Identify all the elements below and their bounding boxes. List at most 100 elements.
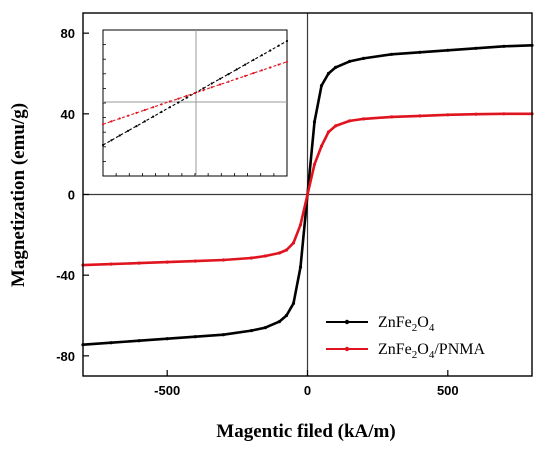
data-point-1-6 xyxy=(249,256,253,260)
data-point-1-9 xyxy=(284,248,289,252)
inset-point-1-10 xyxy=(185,94,188,97)
inset-frame xyxy=(102,29,288,177)
inset-point-1-0 xyxy=(101,123,105,126)
inset-point-0-8 xyxy=(168,106,171,109)
inset-point-0-6 xyxy=(152,115,155,118)
data-point-1-12 xyxy=(305,192,310,197)
inset-point-1-14 xyxy=(219,83,222,86)
inset-point-1-15 xyxy=(227,80,230,83)
y-tick-label-4: 80 xyxy=(61,26,75,41)
data-point-0-23 xyxy=(502,44,506,48)
inset-point-1-18 xyxy=(252,72,255,75)
inset-point-0-7 xyxy=(160,110,163,113)
data-point-0-13 xyxy=(312,120,317,124)
data-point-1-5 xyxy=(221,258,225,262)
data-point-1-2 xyxy=(137,261,141,265)
data-point-0-21 xyxy=(446,48,450,52)
data-point-1-20 xyxy=(418,114,422,118)
inset-point-1-21 xyxy=(277,63,280,66)
inset-point-0-10 xyxy=(185,96,188,99)
data-point-1-11 xyxy=(298,223,303,227)
inset-point-1-7 xyxy=(160,103,163,106)
inset-point-0-22 xyxy=(285,39,289,43)
legend-label-1: ZnFe2O4/PNMA xyxy=(378,341,485,361)
data-point-0-14 xyxy=(319,84,324,88)
data-point-0-5 xyxy=(221,333,225,337)
x-tick-label-2: 500 xyxy=(437,383,459,398)
inset-point-0-13 xyxy=(210,82,213,85)
inset-point-1-1 xyxy=(110,120,113,123)
inset-point-1-5 xyxy=(143,108,146,112)
inset-point-0-5 xyxy=(143,120,146,123)
inset-point-0-16 xyxy=(235,68,238,71)
y-tick-label-1: -40 xyxy=(56,268,75,283)
inset-plot xyxy=(101,29,289,177)
inset-point-0-3 xyxy=(127,129,130,132)
data-point-0-4 xyxy=(193,335,197,339)
data-point-0-19 xyxy=(390,52,394,56)
data-point-1-7 xyxy=(263,254,267,258)
main-plot: -500 0 500 -80 -40 0 40 80 xyxy=(56,12,534,398)
legend-marker-1 xyxy=(344,346,350,352)
inset-point-1-3 xyxy=(127,114,130,117)
x-axis-label: Magentic filed (kA/m) xyxy=(216,421,395,442)
data-point-0-15 xyxy=(326,71,331,76)
x-tick-label-0: -500 xyxy=(154,383,180,398)
data-point-1-8 xyxy=(277,251,281,255)
inset-point-0-15 xyxy=(227,73,230,76)
inset-point-0-20 xyxy=(269,49,272,52)
inset-point-1-8 xyxy=(168,100,171,103)
inset-point-0-19 xyxy=(260,54,263,57)
inset-point-0-1 xyxy=(110,139,113,142)
y-tick-label-3: 40 xyxy=(61,107,75,122)
data-point-0-22 xyxy=(474,46,478,50)
inset-point-0-21 xyxy=(277,44,280,47)
inset-point-1-11 xyxy=(193,91,197,95)
data-point-0-8 xyxy=(277,320,281,324)
data-point-0-1 xyxy=(109,341,113,345)
data-point-1-3 xyxy=(165,260,169,264)
inset-point-1-17 xyxy=(244,74,247,78)
inset-point-1-20 xyxy=(269,66,272,69)
inset-point-1-2 xyxy=(118,117,121,120)
data-point-0-2 xyxy=(137,339,141,343)
data-point-0-6 xyxy=(249,329,253,333)
inset-point-1-22 xyxy=(285,60,289,63)
data-point-1-13 xyxy=(312,162,317,166)
data-point-0-17 xyxy=(348,59,352,64)
legend: ZnFe2O4 ZnFe2O4/PNMA xyxy=(326,314,485,361)
data-point-1-16 xyxy=(334,124,338,128)
inset-point-1-4 xyxy=(135,111,138,114)
data-point-0-18 xyxy=(362,56,366,61)
data-point-1-18 xyxy=(362,117,366,121)
inset-point-0-9 xyxy=(177,101,180,104)
data-point-1-19 xyxy=(390,115,394,119)
inset-point-0-14 xyxy=(219,77,222,80)
inset-point-0-4 xyxy=(135,125,138,128)
data-point-1-15 xyxy=(326,130,331,134)
inset-point-1-16 xyxy=(235,77,238,80)
data-point-0-3 xyxy=(165,337,169,341)
data-point-1-1 xyxy=(109,262,113,266)
y-tick-label-2: 0 xyxy=(68,188,75,203)
y-tick-label-0: -80 xyxy=(56,349,75,364)
inset-point-1-12 xyxy=(202,89,205,92)
data-point-1-10 xyxy=(291,241,296,245)
data-point-1-4 xyxy=(193,259,197,263)
legend-marker-0 xyxy=(344,319,350,325)
data-point-0-10 xyxy=(291,301,296,305)
y-axis-label: Magnetization (emu/g) xyxy=(8,103,29,287)
data-point-0-16 xyxy=(334,65,338,69)
data-point-1-22 xyxy=(474,112,478,116)
inset-point-0-12 xyxy=(202,87,205,90)
inset-point-0-0 xyxy=(101,143,105,147)
inset-point-0-18 xyxy=(252,58,255,62)
inset-point-1-13 xyxy=(210,86,213,89)
inset-point-1-6 xyxy=(152,106,155,109)
inset-point-0-2 xyxy=(118,134,121,137)
data-point-0-11 xyxy=(298,265,303,269)
legend-label-0: ZnFe2O4 xyxy=(378,314,435,334)
x-tick-label-1: 0 xyxy=(304,383,311,398)
data-point-1-17 xyxy=(348,119,352,123)
